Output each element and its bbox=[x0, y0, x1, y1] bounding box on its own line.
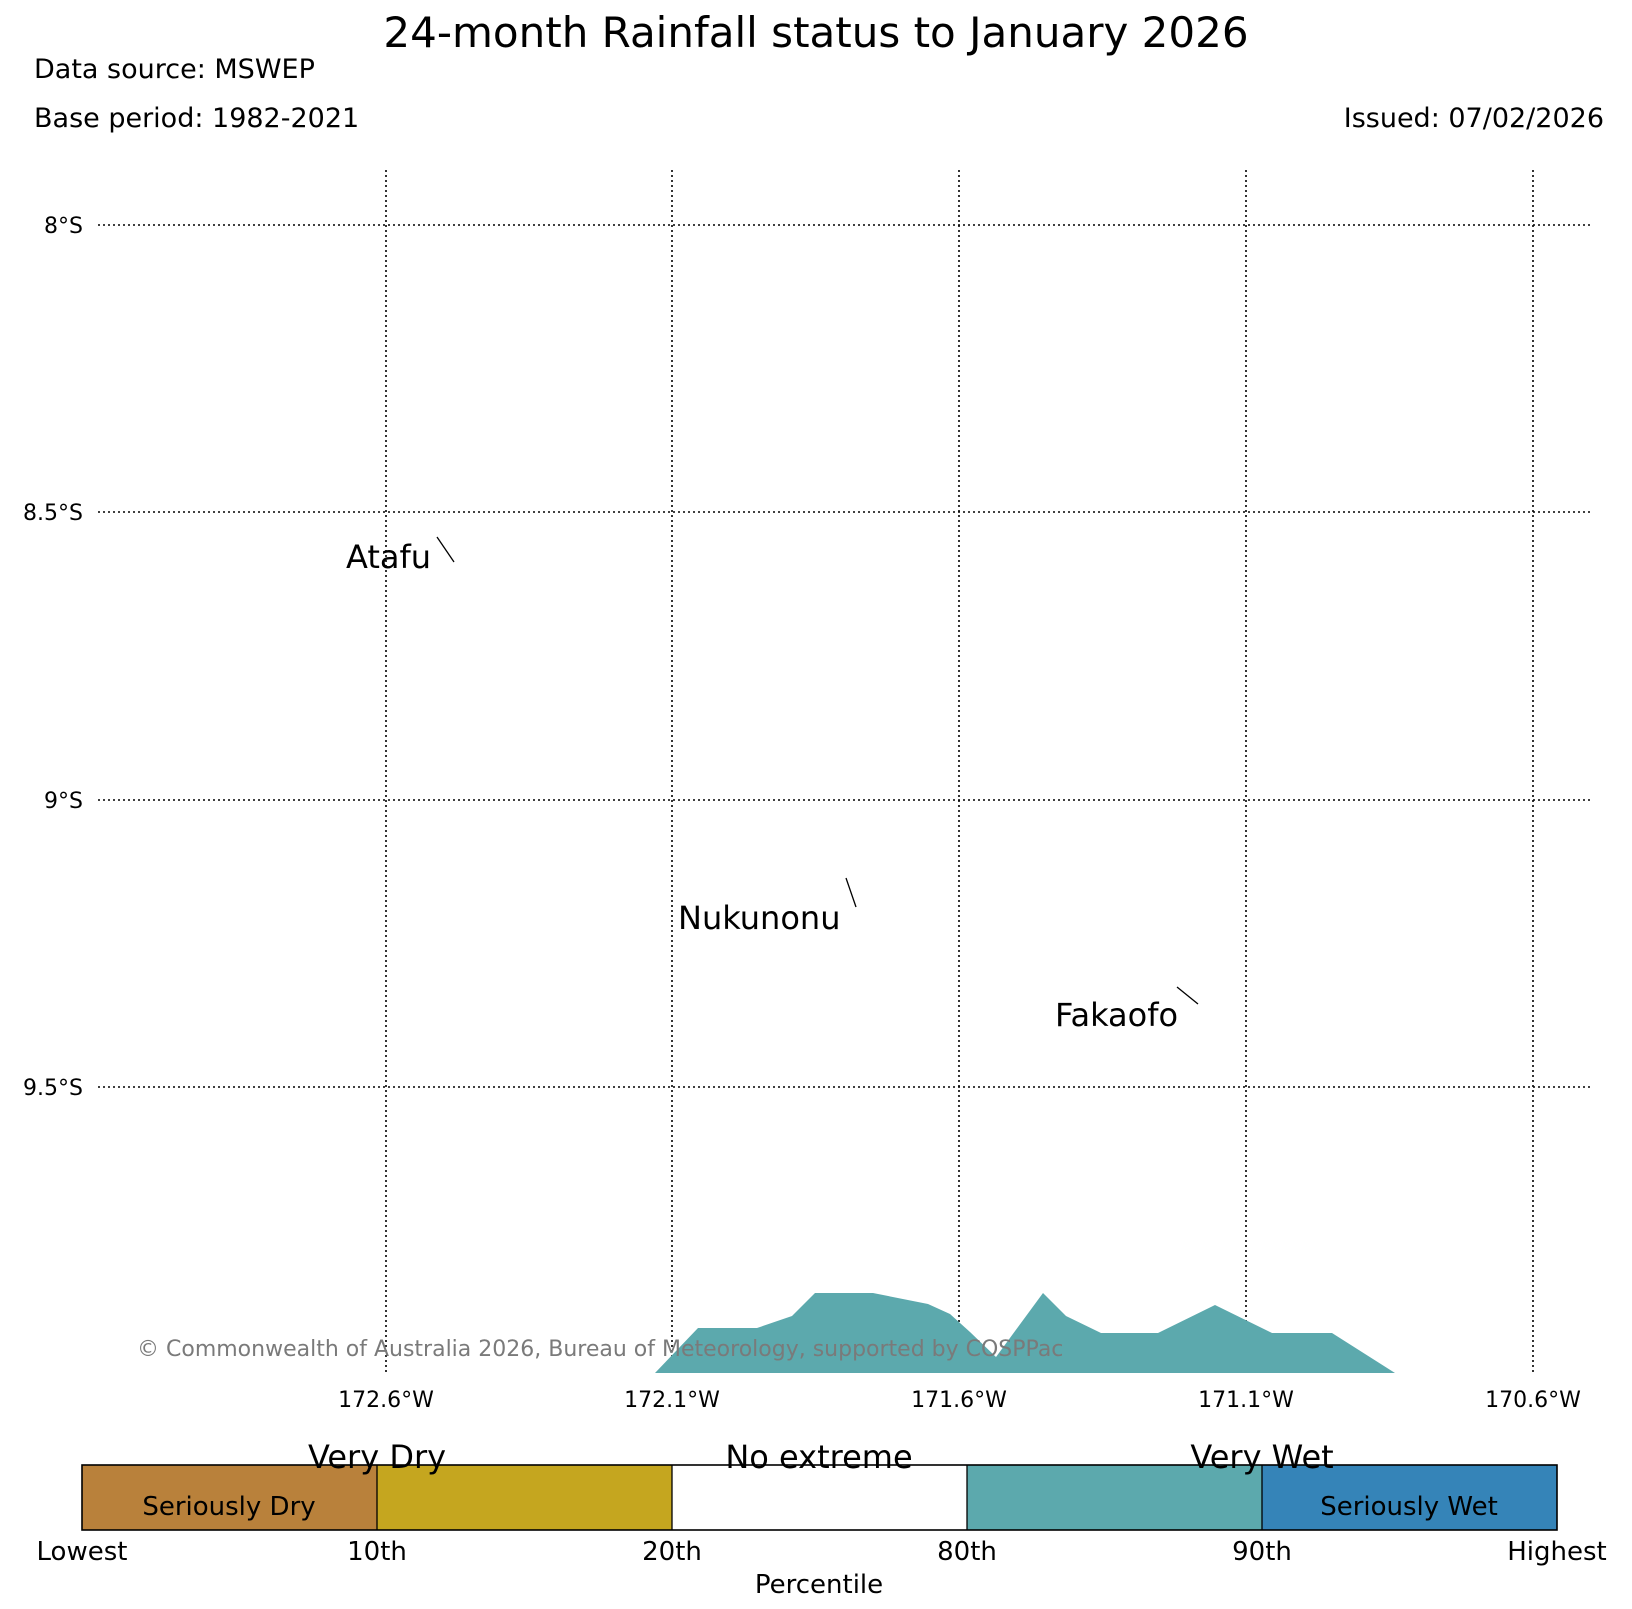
legend-swatch-seriously-wet bbox=[1262, 1465, 1557, 1530]
lon-label-170-6w: 170.6°W bbox=[1485, 1388, 1581, 1413]
legend-axis-label: Percentile bbox=[755, 1570, 883, 1600]
lat-label-8-5s: 8.5°S bbox=[23, 501, 83, 526]
legend-category-very-dry: Very Dry bbox=[308, 1438, 446, 1476]
legend-category-no-extreme: No extreme bbox=[725, 1438, 912, 1476]
lat-label-9s: 9°S bbox=[44, 789, 83, 814]
map-title: 24-month Rainfall status to January 2026 bbox=[383, 8, 1249, 57]
lon-label-172-6w: 172.6°W bbox=[338, 1388, 434, 1413]
issued-date-label: Issued: 07/02/2026 bbox=[1343, 103, 1604, 134]
lon-label-171-6w: 171.6°W bbox=[911, 1388, 1007, 1413]
legend-swatch-no-extreme bbox=[672, 1465, 967, 1530]
lon-label-171-1w: 171.1°W bbox=[1198, 1388, 1294, 1413]
atoll-outlines bbox=[436, 536, 1199, 1005]
latitude-gridlines bbox=[98, 224, 1590, 1088]
data-source-label: Data source: MSWEP bbox=[34, 54, 315, 85]
lat-label-9-5s: 9.5°S bbox=[23, 1076, 83, 1101]
legend-swatch-seriously-dry bbox=[82, 1465, 377, 1530]
legend-inner-seriously-wet: Seriously Wet bbox=[1320, 1492, 1498, 1522]
legend-tick-lowest: Lowest bbox=[37, 1537, 128, 1567]
longitude-gridlines bbox=[385, 170, 1534, 1373]
nukunonu-atoll bbox=[845, 877, 857, 908]
legend-tick-20th: 20th bbox=[642, 1537, 702, 1567]
copyright-notice: © Commonwealth of Australia 2026, Bureau… bbox=[137, 1337, 1063, 1362]
legend-tick-90th: 90th bbox=[1232, 1537, 1292, 1567]
base-period-label: Base period: 1982-2021 bbox=[34, 103, 360, 134]
atafu-atoll bbox=[436, 536, 455, 563]
fakaofo-atoll bbox=[1176, 986, 1199, 1005]
place-label-fakaofo: Fakaofo bbox=[1055, 996, 1178, 1034]
legend-colorbar-border bbox=[81, 1464, 1558, 1531]
legend-swatch-very-wet bbox=[967, 1465, 1262, 1530]
lat-label-8s: 8°S bbox=[44, 214, 83, 239]
very-wet-region bbox=[655, 1293, 1395, 1373]
legend-colorbar bbox=[81, 1464, 1558, 1531]
place-label-atafu: Atafu bbox=[346, 538, 431, 576]
legend-tick-highest: Highest bbox=[1507, 1537, 1607, 1567]
legend-inner-seriously-dry: Seriously Dry bbox=[142, 1492, 315, 1522]
legend-swatch-very-dry bbox=[377, 1465, 672, 1530]
legend-tick-80th: 80th bbox=[937, 1537, 997, 1567]
legend-tick-10th: 10th bbox=[347, 1537, 407, 1567]
lon-label-172-1w: 172.1°W bbox=[624, 1388, 720, 1413]
place-label-nukunonu: Nukunonu bbox=[678, 899, 840, 937]
legend-category-very-wet: Very Wet bbox=[1190, 1438, 1333, 1476]
